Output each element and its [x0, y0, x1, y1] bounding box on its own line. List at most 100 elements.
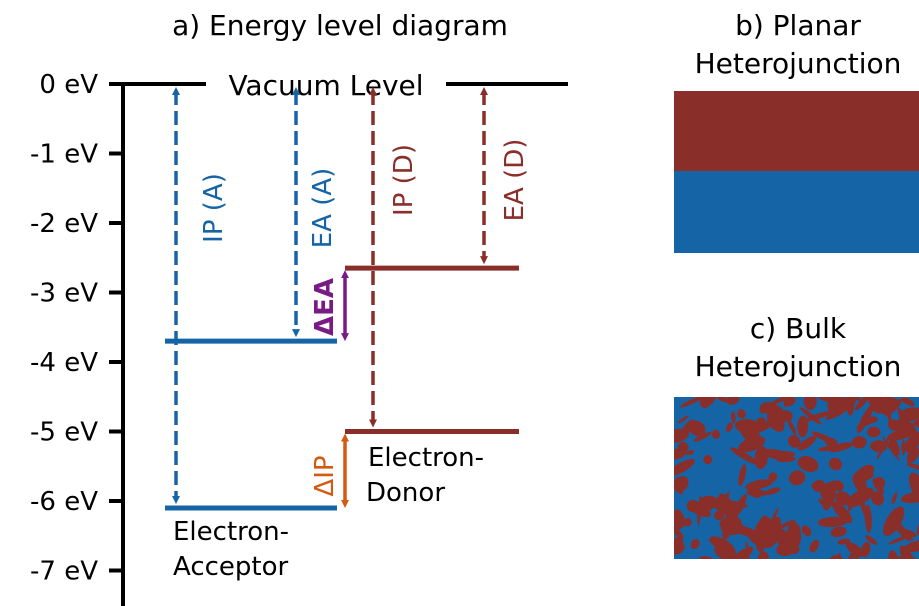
delta-ip-label: ΔIP [310, 455, 340, 496]
bhj-domain [754, 446, 769, 470]
planar-donor-layer [674, 91, 919, 171]
bhj-domain [875, 397, 903, 403]
bhj-domain [703, 454, 713, 465]
bhj-domain [787, 543, 800, 554]
axis-ticks: 0 eV -1 eV -2 eV -3 eV -4 eV -5 eV -6 eV -7 eV [30, 70, 123, 587]
bhj-domain [788, 470, 806, 486]
bhj-domain [674, 543, 685, 555]
axis-tick-label: 0 eV [39, 70, 98, 100]
bhj-domain [685, 450, 695, 456]
axis-tick-label: -4 eV [30, 348, 98, 378]
bhj-domain [899, 545, 917, 559]
bhj-domain [822, 483, 836, 511]
bhj-domain [888, 550, 900, 559]
bhj-domain [832, 552, 841, 559]
planar-acceptor-layer [674, 171, 919, 253]
bhj-domain [738, 464, 747, 486]
bhj-domain [837, 538, 851, 545]
bhj-domain [693, 431, 712, 442]
bhj-domain [857, 404, 874, 434]
bhj-domain [765, 487, 781, 495]
bhj-domain [871, 491, 884, 506]
donor-label-line2: Donor [366, 478, 445, 508]
bhj-domain [846, 487, 874, 508]
bhj-domain [891, 492, 898, 505]
ea-acceptor-label: EA (A) [308, 168, 338, 249]
bulk-heterojunction-morphology [674, 397, 919, 559]
bhj-domain [748, 533, 771, 549]
bhj-domain [909, 433, 919, 446]
bhj-domain [778, 519, 796, 529]
bhj-domain [734, 419, 760, 434]
bhj-domain [801, 525, 812, 537]
panel-c-title-line1: c) Bulk [750, 312, 847, 345]
bhj-domain [723, 503, 739, 534]
panel-c-title-line2: Heterojunction [695, 350, 902, 383]
bhj-domain [803, 397, 817, 411]
bhj-domain [896, 423, 907, 435]
bhj-domain [872, 397, 891, 417]
acceptor-label-line1: Electron- [173, 517, 289, 547]
bhj-domain [888, 436, 900, 456]
bhj-domain [811, 431, 837, 444]
bhj-domain [786, 417, 797, 436]
bhj-domain [759, 402, 779, 414]
bhj-domain [843, 397, 863, 402]
axis-tick-label: -2 eV [30, 209, 98, 239]
bhj-domain [731, 411, 736, 424]
bhj-domain [711, 429, 720, 439]
donor-label-line1: Electron- [368, 443, 484, 473]
bhj-domain [901, 439, 906, 456]
bhj-domain [892, 518, 914, 541]
bhj-domain [699, 556, 715, 559]
bhj-domain [860, 469, 874, 480]
bhj-domain [865, 542, 871, 551]
bhj-domain [903, 539, 919, 553]
bhj-domain [835, 491, 851, 506]
bhj-domain [677, 415, 689, 424]
bhj-domain [690, 538, 700, 550]
delta-ea-label: ΔEA [310, 278, 340, 336]
bhj-domain [831, 501, 853, 524]
bhj-domain [896, 418, 917, 438]
panel-b-title-line2: Heterojunction [695, 47, 902, 80]
bhj-domain [865, 535, 878, 545]
bhj-domain [825, 407, 848, 420]
bhj-domain [735, 552, 747, 559]
bhj-domain [797, 456, 819, 472]
bhj-domain [842, 546, 857, 559]
bhj-domain [677, 441, 689, 453]
bhj-domain [867, 426, 881, 438]
bhj-domain [908, 472, 919, 498]
bhj-domain [737, 409, 746, 419]
bhj-domain [830, 526, 847, 538]
bhj-domain [674, 509, 685, 528]
bhj-domain [905, 444, 919, 454]
bhj-domain [828, 457, 843, 471]
bhj-domain [873, 477, 886, 489]
bhj-domain [866, 416, 878, 424]
bhj-domain [674, 458, 695, 477]
ea-donor-label: EA (D) [500, 139, 530, 222]
bhj-domain [818, 498, 826, 506]
bhj-domain [699, 397, 711, 409]
bhj-domain [674, 476, 689, 493]
bhj-domain [679, 397, 704, 408]
vacuum-level-label: Vacuum Level [228, 69, 423, 102]
bhj-domain [677, 419, 694, 443]
bhj-domain [757, 551, 769, 559]
bhj-domain [674, 527, 684, 539]
axis-tick-label: -3 eV [30, 279, 98, 309]
bhj-domain [726, 397, 740, 405]
bhj-domain [765, 397, 795, 407]
bhj-domain [713, 511, 725, 521]
bhj-domain [745, 479, 773, 490]
bhj-domain [851, 436, 867, 449]
bhj-domain [817, 444, 849, 452]
bhj-domain [900, 490, 919, 504]
ip-acceptor-label: IP (A) [199, 173, 229, 243]
bhj-domain [768, 472, 778, 482]
bhj-domain [809, 539, 820, 553]
bhj-domain [708, 397, 729, 403]
